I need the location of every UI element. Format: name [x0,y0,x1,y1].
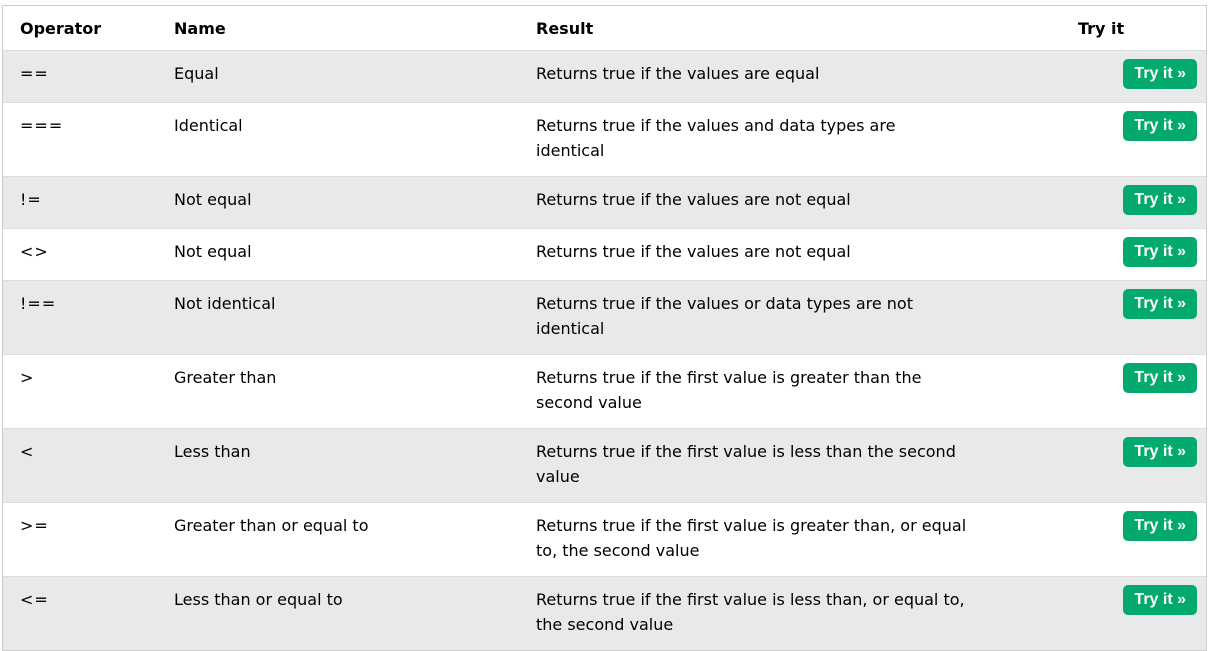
operators-table-container: Operator Name Result Try it == Equal Ret… [2,5,1207,651]
result-cell: Returns true if the values are equal [536,51,1078,103]
result-cell: Returns true if the values are not equal [536,229,1078,281]
operator-cell: == [3,51,174,103]
name-cell: Greater than [174,368,277,387]
result-text: Returns true if the values and data type… [536,116,896,160]
operator-cell: <= [3,577,174,651]
result-text: Returns true if the first value is great… [536,368,922,412]
comparison-operators-table: Operator Name Result Try it == Equal Ret… [3,6,1206,650]
operator-symbol: >= [20,516,49,535]
header-operator: Operator [20,19,102,38]
operator-symbol: > [20,368,35,387]
try-it-button[interactable]: Try it » [1123,237,1197,267]
try-it-button[interactable]: Try it » [1123,59,1197,89]
result-text: Returns true if the first value is less … [536,442,956,486]
result-text: Returns true if the values are equal [536,64,820,83]
try-it-button[interactable]: Try it » [1123,289,1197,319]
name-cell: Equal [174,64,219,83]
operator-symbol: < [20,442,35,461]
try-it-cell: Try it » [1078,355,1206,429]
try-it-button[interactable]: Try it » [1123,363,1197,393]
header-name: Name [174,19,226,38]
name-cell: Identical [174,116,243,135]
result-cell: Returns true if the values or data types… [536,281,1078,355]
operator-cell: >= [3,503,174,577]
operator-symbol: <> [20,242,49,261]
operator-cell: === [3,103,174,177]
header-result: Result [536,19,594,38]
table-row: != Not equal Returns true if the values … [3,176,1206,229]
operator-symbol: !== [20,294,57,313]
name-cell: Less than [174,442,251,461]
header-try-it: Try it [1078,19,1125,38]
table-row: > Greater than Returns true if the first… [3,354,1206,429]
try-it-button[interactable]: Try it » [1123,437,1197,467]
table-row: !== Not identical Returns true if the va… [3,280,1206,355]
result-text: Returns true if the first value is less … [536,590,965,634]
operator-symbol: != [20,190,42,209]
operator-cell: < [3,429,174,503]
result-text: Returns true if the values are not equal [536,190,851,209]
name-cell: Less than or equal to [174,590,343,609]
result-cell: Returns true if the values and data type… [536,103,1078,177]
try-it-cell: Try it » [1078,51,1206,103]
operator-cell: !== [3,281,174,355]
try-it-cell: Try it » [1078,177,1206,229]
try-it-cell: Try it » [1078,229,1206,281]
try-it-button[interactable]: Try it » [1123,585,1197,615]
table-row: === Identical Returns true if the values… [3,102,1206,177]
result-cell: Returns true if the first value is less … [536,577,1078,651]
result-cell: Returns true if the values are not equal [536,177,1078,229]
table-row: <= Less than or equal to Returns true if… [3,576,1206,651]
try-it-button[interactable]: Try it » [1123,111,1197,141]
name-cell: Greater than or equal to [174,516,369,535]
table-header-row: Operator Name Result Try it [3,6,1206,51]
name-cell: Not identical [174,294,276,313]
name-cell: Not equal [174,190,252,209]
try-it-cell: Try it » [1078,503,1206,577]
table-row: == Equal Returns true if the values are … [3,50,1206,103]
try-it-button[interactable]: Try it » [1123,185,1197,215]
result-text: Returns true if the values are not equal [536,242,851,261]
operator-cell: != [3,177,174,229]
result-text: Returns true if the values or data types… [536,294,913,338]
result-cell: Returns true if the first value is great… [536,503,1078,577]
operator-cell: > [3,355,174,429]
try-it-cell: Try it » [1078,577,1206,651]
try-it-cell: Try it » [1078,281,1206,355]
operator-symbol: == [20,64,49,83]
result-text: Returns true if the first value is great… [536,516,967,560]
try-it-cell: Try it » [1078,103,1206,177]
operator-symbol: <= [20,590,49,609]
table-row: <> Not equal Returns true if the values … [3,228,1206,281]
try-it-cell: Try it » [1078,429,1206,503]
name-cell: Not equal [174,242,252,261]
result-cell: Returns true if the first value is great… [536,355,1078,429]
result-cell: Returns true if the first value is less … [536,429,1078,503]
operator-symbol: === [20,116,64,135]
operator-cell: <> [3,229,174,281]
table-row: < Less than Returns true if the first va… [3,428,1206,503]
try-it-button[interactable]: Try it » [1123,511,1197,541]
table-row: >= Greater than or equal to Returns true… [3,502,1206,577]
